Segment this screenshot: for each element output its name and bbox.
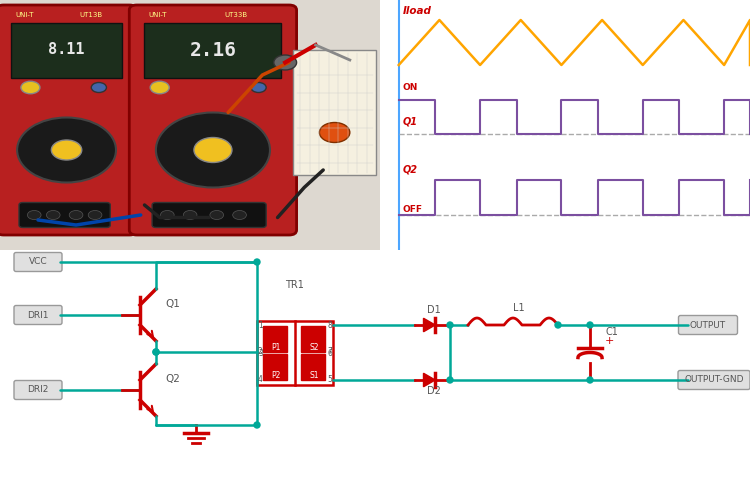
FancyBboxPatch shape (19, 202, 110, 228)
Circle shape (46, 210, 60, 220)
Text: 8.11: 8.11 (48, 42, 85, 58)
FancyBboxPatch shape (301, 326, 325, 351)
FancyBboxPatch shape (263, 354, 287, 380)
FancyBboxPatch shape (257, 320, 333, 384)
Circle shape (232, 210, 247, 220)
Text: S2: S2 (309, 342, 319, 351)
FancyBboxPatch shape (14, 380, 62, 400)
Circle shape (254, 422, 260, 428)
Circle shape (587, 322, 593, 328)
Text: Q1: Q1 (165, 299, 180, 309)
FancyBboxPatch shape (301, 354, 325, 380)
Text: +: + (605, 336, 614, 346)
Circle shape (183, 210, 197, 220)
FancyBboxPatch shape (678, 370, 750, 390)
FancyBboxPatch shape (0, 5, 137, 235)
Circle shape (21, 81, 40, 94)
Circle shape (447, 322, 453, 328)
Circle shape (194, 138, 232, 162)
Text: OUTPUT-GND: OUTPUT-GND (684, 376, 744, 384)
Text: UT13B: UT13B (80, 12, 103, 18)
Text: D2: D2 (427, 386, 441, 396)
Polygon shape (424, 373, 435, 387)
Circle shape (69, 210, 83, 220)
Text: 3: 3 (258, 348, 262, 358)
Text: TR1: TR1 (285, 280, 304, 290)
Circle shape (160, 210, 174, 220)
FancyBboxPatch shape (263, 326, 287, 351)
Circle shape (254, 259, 260, 265)
Text: OFF: OFF (403, 206, 422, 214)
FancyBboxPatch shape (129, 5, 296, 235)
Text: P2: P2 (272, 370, 280, 380)
Circle shape (51, 140, 82, 160)
Circle shape (555, 322, 561, 328)
Text: 6: 6 (327, 348, 332, 358)
Circle shape (28, 210, 41, 220)
Polygon shape (424, 318, 435, 332)
Text: UNI-T: UNI-T (15, 12, 34, 18)
FancyBboxPatch shape (14, 306, 62, 324)
Text: UT33B: UT33B (224, 12, 248, 18)
Text: DRI1: DRI1 (27, 310, 49, 320)
Circle shape (153, 349, 159, 355)
Text: UNI-T: UNI-T (148, 12, 166, 18)
Circle shape (274, 55, 296, 70)
Circle shape (447, 377, 453, 383)
Text: 8: 8 (327, 322, 332, 330)
Text: L1: L1 (513, 303, 525, 313)
Text: Q2: Q2 (403, 164, 418, 174)
Text: 1: 1 (258, 322, 262, 330)
Text: 2.16: 2.16 (190, 40, 236, 60)
Text: OUTPUT: OUTPUT (690, 320, 726, 330)
FancyBboxPatch shape (11, 22, 122, 78)
Circle shape (88, 210, 102, 220)
FancyBboxPatch shape (152, 202, 266, 228)
Circle shape (320, 122, 350, 142)
FancyBboxPatch shape (145, 22, 281, 78)
Text: 7: 7 (327, 348, 332, 356)
Text: ON: ON (403, 83, 418, 92)
Circle shape (153, 349, 159, 355)
FancyBboxPatch shape (292, 50, 376, 175)
Text: Q2: Q2 (165, 374, 180, 384)
Circle shape (150, 81, 170, 94)
Text: C1: C1 (606, 327, 619, 337)
Text: P1: P1 (272, 342, 280, 351)
Circle shape (210, 210, 224, 220)
FancyBboxPatch shape (0, 0, 380, 250)
Circle shape (587, 377, 593, 383)
Text: D1: D1 (427, 305, 441, 315)
FancyBboxPatch shape (679, 316, 737, 334)
Text: VCC: VCC (28, 258, 47, 266)
Circle shape (156, 112, 270, 188)
Text: 4: 4 (258, 374, 262, 384)
Text: Q1: Q1 (403, 116, 418, 126)
Circle shape (92, 82, 106, 92)
Text: 2: 2 (258, 348, 262, 356)
Text: S1: S1 (309, 370, 319, 380)
Text: 5: 5 (327, 374, 332, 384)
Circle shape (17, 118, 116, 182)
Circle shape (251, 82, 266, 92)
Text: Iload: Iload (403, 6, 431, 16)
FancyBboxPatch shape (14, 252, 62, 272)
Text: DRI2: DRI2 (27, 386, 49, 394)
